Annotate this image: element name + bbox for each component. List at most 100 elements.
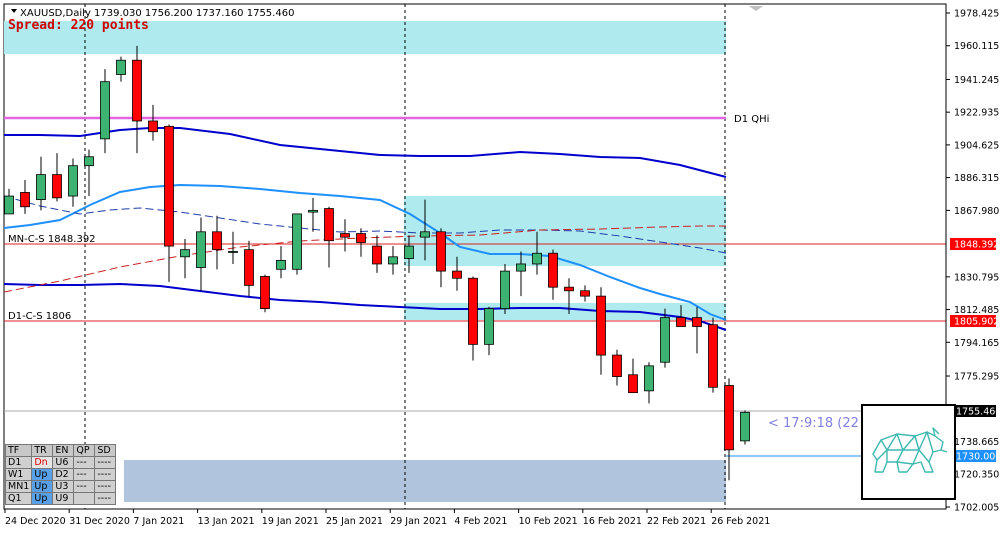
- mn-cs-price-tag: 1848.392: [954, 240, 999, 251]
- candle-body-bull: [36, 174, 46, 201]
- table-cell: ---: [73, 480, 96, 493]
- candle-body-bear: [708, 324, 718, 388]
- candles-group: [4, 45, 750, 481]
- table-cell: ----: [94, 468, 117, 481]
- table-row: D1 Dn U6 --- ----: [4, 456, 117, 469]
- table-cell: Q1: [4, 492, 33, 505]
- timeframe-table: TF TR EN QP SD D1 Dn U6 --- ---- W1 Up D…: [4, 444, 117, 505]
- candle-body-bear: [564, 286, 574, 292]
- table-header-cell: SD: [94, 444, 117, 457]
- candle-body-bear: [324, 208, 334, 242]
- table-row: Q1 Up U9 ----: [4, 492, 117, 505]
- candle-body-bear: [548, 252, 558, 288]
- candle-body-bear: [20, 192, 30, 208]
- time-tick-label: 13 Jan 2021: [198, 516, 255, 527]
- time-tick-label: 29 Jan 2021: [390, 516, 447, 527]
- candle-body-bear: [596, 295, 606, 356]
- candle-body-bear: [212, 231, 222, 251]
- time-tick-label: 7 Jan 2021: [133, 516, 184, 527]
- price-tick-label: 1830.795: [954, 272, 999, 283]
- candle-body-bull: [276, 259, 286, 270]
- time-tick-label: 26 Feb 2021: [711, 516, 770, 527]
- table-cell: U6: [52, 456, 75, 469]
- candle-body-bear: [452, 270, 462, 279]
- mn-cs-label: MN-C-S 1848.392: [8, 234, 96, 245]
- candle-body-bull: [308, 209, 318, 213]
- d1-cs-price-tag: 1805.902: [954, 317, 999, 328]
- candle-body-bull: [292, 213, 302, 270]
- table-cell: ----: [94, 480, 117, 493]
- ma-dashed-blue: [3, 195, 727, 254]
- candle-body-bull: [84, 156, 94, 167]
- candle-body-bear: [52, 174, 62, 199]
- ma-dark-upper: [4, 127, 727, 178]
- time-axis: 24 Dec 2020 31 Dec 2020 7 Jan 2021 13 Jan 2…: [4, 509, 770, 527]
- d1-qhi-label: D1 QHi: [734, 114, 769, 125]
- table-header-cell: TF: [4, 444, 33, 457]
- price-tick-label: 1867.980: [954, 206, 999, 217]
- candle-body-bear: [244, 249, 254, 286]
- table-row: W1 Up D2 --- ----: [4, 468, 117, 481]
- table-row: MN1 Up U3 --- ----: [4, 480, 117, 493]
- candle-body-bear: [260, 276, 270, 310]
- table-cell: ----: [94, 456, 117, 469]
- table-cell: U9: [52, 492, 75, 505]
- time-tick-label: 19 Jan 2021: [262, 516, 319, 527]
- price-tick-label: 1922.935: [954, 108, 999, 119]
- ma-dark-lower: [3, 282, 727, 331]
- time-tick-label: 25 Jan 2021: [326, 516, 383, 527]
- candle-body-bull: [404, 245, 414, 259]
- table-header-cell: QP: [73, 444, 96, 457]
- chart-shift-triangle-icon[interactable]: [749, 6, 763, 11]
- timeframe-table-header: TF TR EN QP SD: [4, 444, 117, 457]
- candle-body-bull: [660, 317, 670, 363]
- price-axis: 1978.425 1960.115 1941.245 1922.935 1904.625…: [946, 9, 999, 514]
- candle-body-bear: [468, 277, 478, 345]
- level-1730-tag-bg: [950, 450, 996, 462]
- spread-label: Spread: 220 points: [8, 18, 149, 33]
- current-price-tag: 1755.460: [956, 407, 1001, 418]
- candle-body-bear: [340, 233, 350, 238]
- bear-logo: [861, 404, 956, 500]
- table-cell: ----: [94, 492, 117, 505]
- time-tick-label: 4 Feb 2021: [454, 516, 507, 527]
- table-cell: [73, 492, 96, 505]
- price-tick-label: 1720.350: [954, 470, 999, 481]
- price-tick-label: 1978.425: [954, 9, 999, 20]
- candle-body-bull: [388, 256, 398, 265]
- table-cell: Up: [31, 468, 54, 481]
- chart-menu-triangle-icon[interactable]: [11, 9, 17, 13]
- table-cell: ---: [73, 468, 96, 481]
- table-cell: Up: [31, 480, 54, 493]
- candle-body-bear: [132, 59, 142, 122]
- price-tick-label: 1960.115: [954, 41, 999, 52]
- candle-body-bear: [692, 317, 702, 327]
- price-tick-label: 1886.315: [954, 173, 999, 184]
- table-cell: Up: [31, 492, 54, 505]
- current-price-tag-bg: [950, 405, 996, 417]
- price-tick-label: 1941.245: [954, 75, 999, 86]
- candle-body-bull: [68, 165, 78, 197]
- candle-body-bull: [116, 59, 126, 75]
- candle-body-bull: [180, 249, 190, 258]
- level-1730-tag: 1730.000: [956, 452, 1001, 463]
- time-tick-label: 10 Feb 2021: [519, 516, 578, 527]
- time-tick-label: 24 Dec 2020: [5, 516, 66, 527]
- ma-light: [3, 183, 727, 321]
- price-tick-label: 1812.485: [954, 305, 999, 316]
- candle-body-bull: [740, 411, 750, 442]
- candle-body-bull: [420, 231, 430, 238]
- table-header-cell: TR: [31, 444, 54, 457]
- candle-body-bull: [484, 308, 494, 345]
- price-tick-label: 1738.665: [954, 437, 999, 448]
- candle-body-bear: [148, 120, 158, 133]
- time-tick-label: 22 Feb 2021: [647, 516, 706, 527]
- candle-body-bear: [164, 125, 174, 247]
- price-tick-label: 1775.295: [954, 372, 999, 383]
- mn-cs-price-tag-bg: [950, 238, 996, 250]
- candle-body-bear: [628, 374, 638, 394]
- time-tick-label: 16 Feb 2021: [583, 516, 642, 527]
- table-cell: U3: [52, 480, 75, 493]
- candle-body-bull: [100, 81, 110, 140]
